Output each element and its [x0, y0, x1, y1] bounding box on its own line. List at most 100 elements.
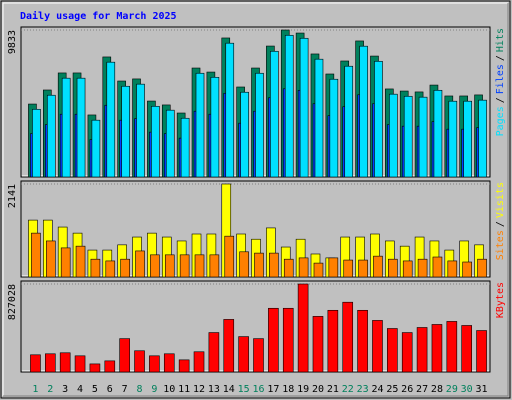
bar: [105, 260, 116, 278]
x-tick-label: 29: [446, 384, 458, 395]
x-tick-label: 28: [431, 384, 443, 395]
bar: [75, 245, 86, 278]
bar: [74, 355, 86, 373]
bar: [163, 353, 175, 373]
bar: [208, 332, 220, 373]
y-tick-label: 2141: [7, 184, 18, 208]
bar: [402, 260, 413, 278]
bar: [106, 61, 116, 178]
x-tick-label: 5: [92, 384, 98, 395]
bar: [195, 72, 205, 178]
bar: [119, 338, 130, 373]
bar: [136, 83, 145, 178]
bevel: [3, 3, 509, 397]
x-tick-label: 21: [327, 384, 339, 395]
bar: [240, 91, 249, 178]
bar: [389, 93, 398, 178]
bar: [374, 60, 383, 178]
x-tick-label: 31: [476, 384, 488, 395]
bar: [416, 327, 428, 373]
bar: [268, 307, 279, 373]
x-tick-label: 12: [193, 384, 205, 395]
x-tick-label: 1: [32, 384, 38, 395]
bar: [178, 359, 190, 373]
bar: [31, 232, 41, 278]
bar: [47, 94, 56, 178]
legend: KBytes: [495, 282, 506, 318]
x-tick-label: 4: [77, 384, 83, 395]
chart-title: Daily usage for March 2025: [20, 10, 177, 22]
x-tick-label: 7: [122, 384, 128, 395]
legend-entry: Pages: [495, 106, 506, 136]
legend-entry: Visits: [495, 182, 506, 218]
bar: [164, 254, 175, 278]
bar: [238, 336, 249, 373]
bar: [269, 252, 279, 278]
x-tick-label: 3: [62, 384, 68, 395]
bar: [165, 109, 175, 178]
bar: [210, 76, 220, 178]
bevel: [2, 2, 508, 396]
bar: [417, 258, 428, 278]
bar: [89, 363, 101, 373]
x-tick-label: 30: [461, 384, 473, 395]
bar: [432, 256, 443, 278]
x-tick-label: 2: [47, 384, 53, 395]
bar: [344, 65, 354, 178]
bar: [461, 325, 472, 373]
bar: [193, 351, 205, 373]
bar: [150, 254, 160, 278]
bar: [120, 258, 130, 278]
bar: [462, 261, 472, 278]
bar: [476, 330, 487, 373]
bar: [477, 258, 487, 278]
bar: [387, 328, 398, 373]
bar: [209, 254, 220, 278]
x-tick-label: 14: [223, 384, 235, 395]
bar: [446, 321, 458, 373]
bar: [253, 338, 264, 373]
x-tick-label: 17: [267, 384, 279, 395]
bar: [327, 309, 339, 373]
bar: [180, 117, 190, 178]
bar: [329, 78, 339, 178]
x-tick-label: 13: [208, 384, 220, 395]
bar: [60, 247, 71, 278]
bar: [401, 332, 413, 373]
bar: [297, 283, 309, 373]
bar: [403, 95, 413, 178]
bar: [314, 58, 324, 178]
legend-entry: Sites: [495, 230, 506, 260]
x-tick-label: 27: [416, 384, 428, 395]
bar: [32, 108, 41, 178]
x-tick-label: 10: [163, 384, 175, 395]
bar: [149, 355, 160, 373]
bar: [225, 42, 235, 178]
x-tick-label: 16: [252, 384, 264, 395]
bar: [45, 353, 56, 373]
bar: [59, 352, 71, 373]
bar: [328, 257, 339, 278]
bar: [343, 259, 354, 278]
x-tick-label: 26: [401, 384, 413, 395]
x-tick-label: 24: [371, 384, 383, 395]
bar: [239, 251, 249, 278]
bar: [283, 258, 294, 278]
bar: [284, 34, 294, 178]
bar: [194, 254, 205, 278]
bar: [357, 309, 368, 373]
bar: [179, 254, 190, 278]
bar: [359, 45, 368, 178]
bar: [388, 258, 398, 278]
bar: [224, 235, 235, 278]
legend-entry: KBytes: [495, 282, 506, 318]
bar: [433, 89, 443, 178]
bar: [61, 77, 71, 178]
bar: [76, 77, 86, 178]
x-tick-label: 8: [137, 384, 143, 395]
legend-separator: /: [495, 97, 506, 103]
bar: [104, 360, 116, 373]
legend-separator: /: [495, 55, 506, 61]
